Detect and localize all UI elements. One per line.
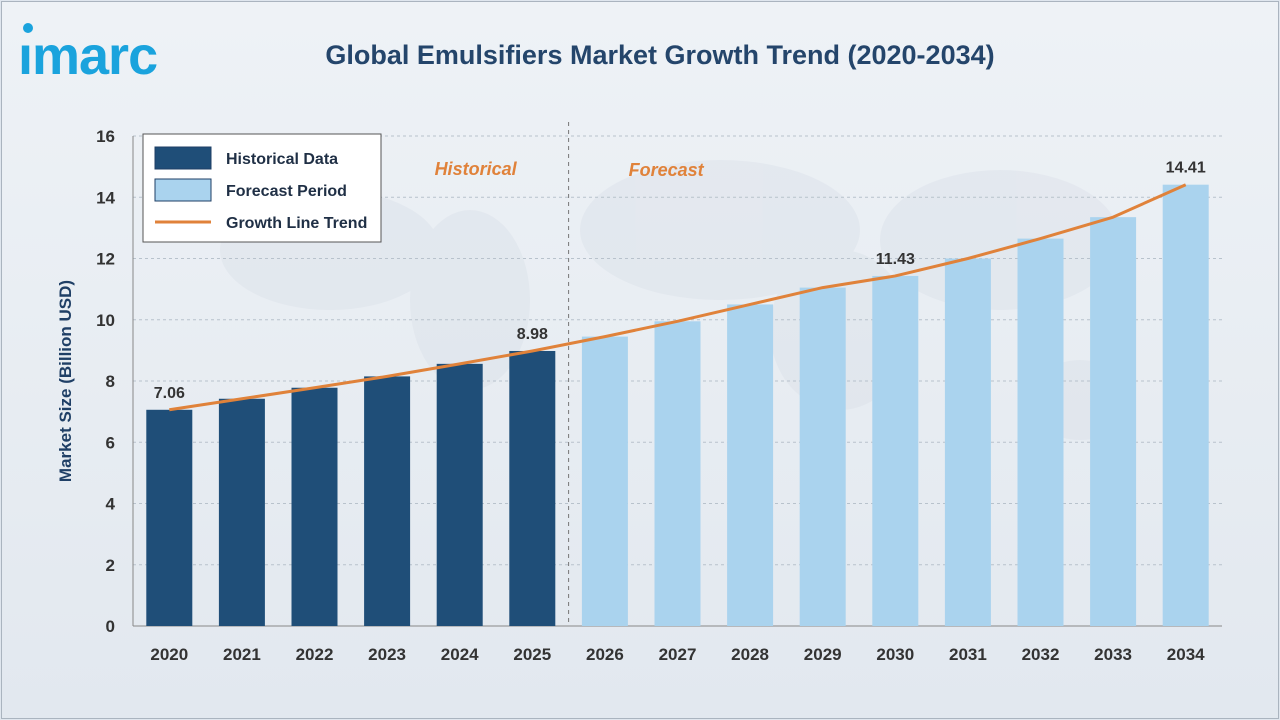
forecast-bar	[944, 258, 991, 626]
y-tick-label: 0	[106, 617, 115, 636]
x-tick-label: 2026	[586, 645, 624, 664]
data-label: 11.43	[876, 251, 915, 268]
y-tick-label: 14	[96, 188, 115, 207]
forecast-bar	[799, 287, 846, 626]
y-axis-title: Market Size (Billion USD)	[56, 280, 75, 482]
data-label: 14.41	[1166, 160, 1206, 177]
y-tick-label: 4	[106, 495, 116, 514]
x-tick-label: 2028	[731, 645, 769, 664]
legend-swatch	[154, 146, 212, 170]
forecast-bar	[581, 336, 628, 626]
x-tick-label: 2022	[296, 645, 334, 664]
historical-bar	[291, 387, 338, 626]
historical-bar	[436, 363, 483, 626]
legend-swatch	[154, 178, 212, 202]
legend-label: Forecast Period	[226, 183, 347, 200]
historical-bar	[364, 376, 411, 626]
historical-phase-label: Historical	[435, 159, 518, 179]
historical-bar	[146, 409, 193, 626]
historical-bar	[509, 350, 556, 626]
y-tick-label: 16	[96, 127, 115, 146]
x-tick-label: 2024	[441, 645, 479, 664]
x-tick-label: 2020	[150, 645, 188, 664]
historical-bar	[218, 398, 265, 626]
x-tick-label: 2025	[513, 645, 551, 664]
x-tick-label: 2027	[659, 645, 697, 664]
data-label: 8.98	[517, 326, 548, 343]
svg-text:ımarc: ımarc	[18, 26, 157, 84]
y-tick-label: 6	[106, 433, 115, 452]
forecast-bar	[1017, 238, 1064, 626]
x-tick-label: 2023	[368, 645, 406, 664]
growth-trend-line	[169, 183, 1187, 412]
forecast-bar	[727, 304, 774, 626]
y-tick-label: 12	[96, 250, 115, 269]
data-label: 7.06	[154, 385, 185, 402]
legend-label: Growth Line Trend	[226, 215, 367, 232]
x-tick-label: 2033	[1094, 645, 1132, 664]
forecast-bar	[654, 321, 701, 626]
x-tick-label: 2030	[876, 645, 914, 664]
x-tick-label: 2031	[949, 645, 987, 664]
x-tick-label: 2032	[1022, 645, 1060, 664]
legend-label: Historical Data	[226, 151, 338, 168]
forecast-bar	[1162, 184, 1209, 626]
y-tick-label: 8	[106, 372, 115, 391]
x-tick-label: 2034	[1167, 645, 1205, 664]
forecast-bar	[872, 275, 919, 626]
chart-title: Global Emulsifiers Market Growth Trend (…	[325, 40, 995, 70]
x-tick-label: 2029	[804, 645, 842, 664]
imarc-logo: ımarc	[18, 23, 158, 84]
forecast-phase-label: Forecast	[629, 160, 705, 180]
y-tick-label: 10	[96, 311, 115, 330]
forecast-bar	[1090, 217, 1137, 626]
x-tick-label: 2021	[223, 645, 261, 664]
y-tick-label: 2	[106, 556, 115, 575]
